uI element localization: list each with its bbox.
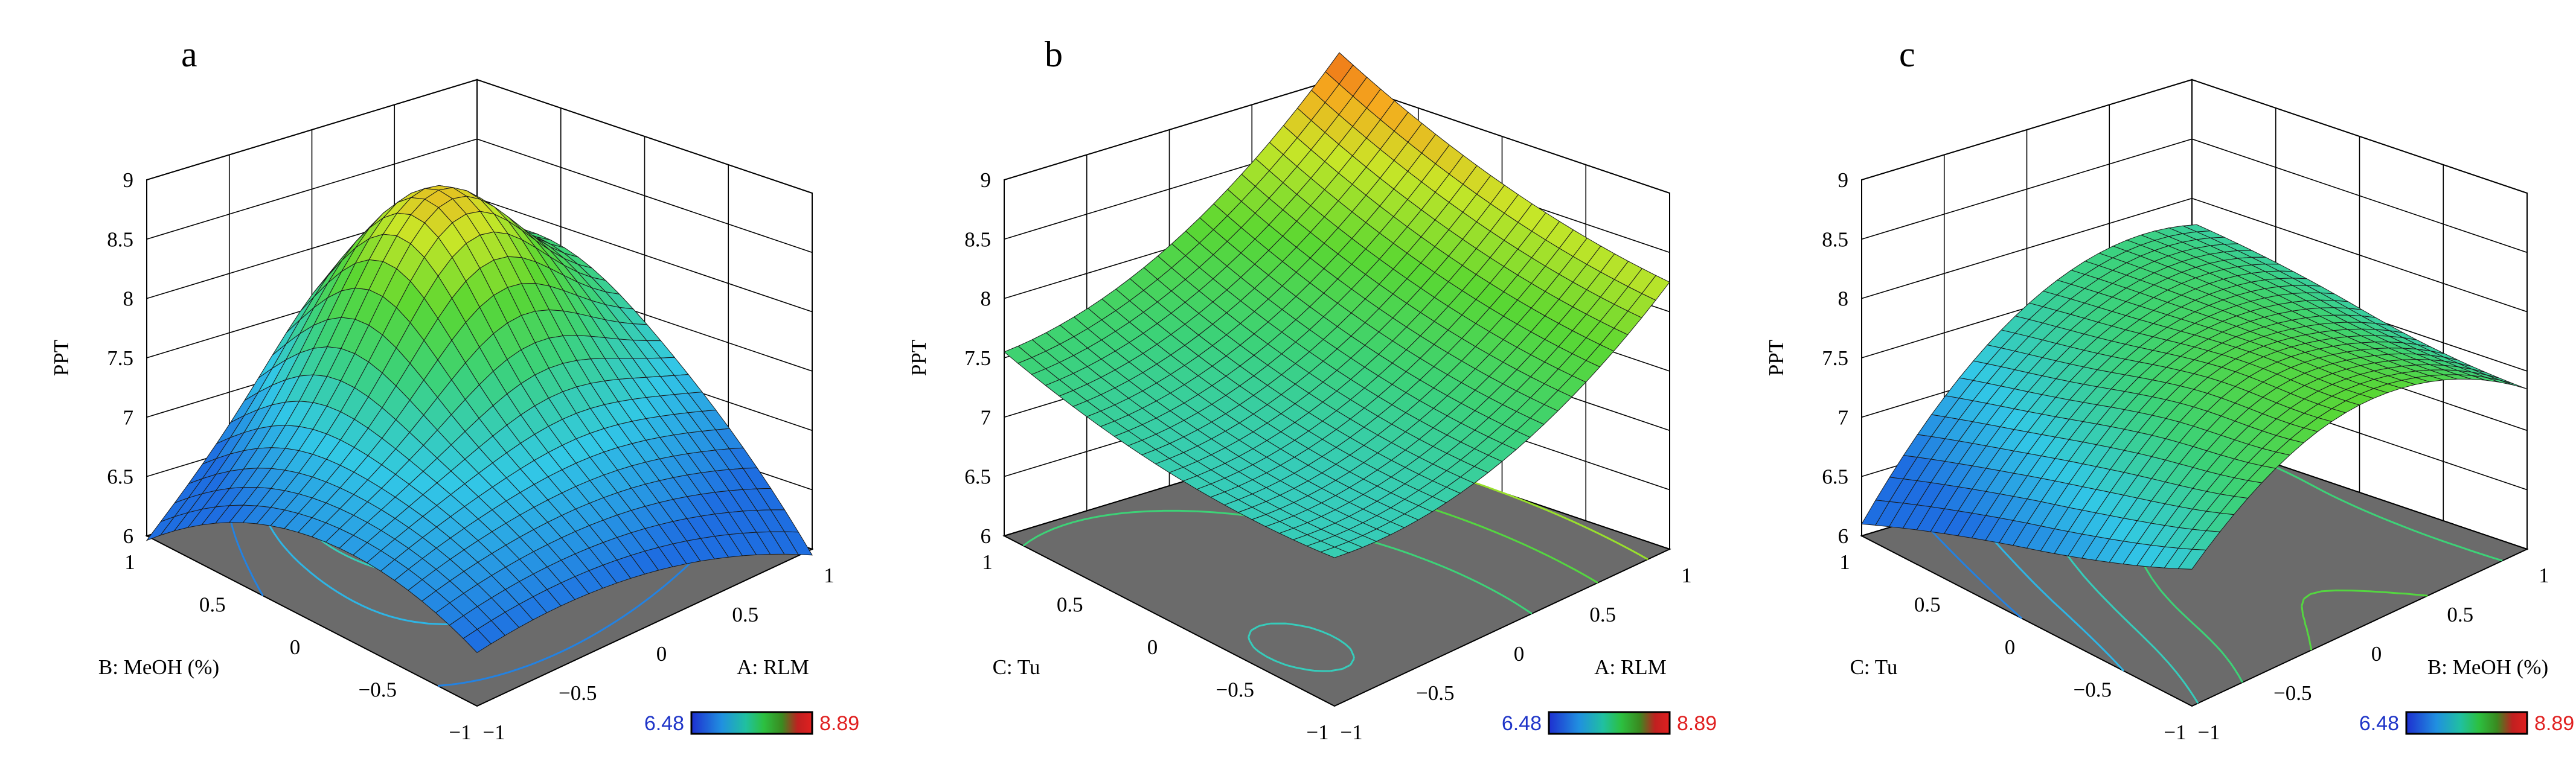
y-tick-label: 0 bbox=[290, 635, 301, 659]
y-tick-label: 1 bbox=[124, 550, 135, 574]
z-tick-label: 9 bbox=[1838, 168, 1849, 192]
x-tick-label: 1 bbox=[824, 564, 835, 587]
x-tick-label: 1 bbox=[2539, 564, 2549, 587]
response-surface bbox=[1861, 224, 2528, 570]
z-tick-label: 9 bbox=[981, 168, 992, 192]
z-tick-label: 7.5 bbox=[1822, 346, 1848, 370]
x-tick-label: −1 bbox=[2197, 721, 2220, 744]
z-tick-label: 7 bbox=[123, 406, 134, 429]
surface-patch bbox=[2177, 549, 2207, 570]
y-tick-label: −1 bbox=[1306, 721, 1328, 744]
surface-patch bbox=[463, 629, 492, 654]
z-tick-label: 6 bbox=[123, 524, 134, 548]
z-tick-label: 6.5 bbox=[964, 465, 991, 489]
x-tick-label: 0 bbox=[1514, 642, 1525, 666]
x-tick-label: 0.5 bbox=[732, 603, 758, 626]
panel-letter: c bbox=[1899, 34, 1915, 74]
colorbar-min-label: 6.48 bbox=[1502, 712, 1542, 735]
z-gridline bbox=[1861, 197, 2528, 313]
y-tick-label: −0.5 bbox=[1216, 678, 1255, 702]
y-axis-label: C: Tu bbox=[993, 655, 1040, 679]
panel-a: 6 6.5 7 7.5 8 8.5 9 PPT −1 −0.5 0 0.5 1 −1 −0.5 0 0.5 1 B:… bbox=[50, 34, 859, 744]
colorbar: 6.48 8.89 bbox=[2359, 711, 2574, 735]
y-axis-label: B: MeOH (%) bbox=[98, 655, 219, 679]
y-tick-label: −0.5 bbox=[2074, 678, 2112, 702]
y-axis-label: C: Tu bbox=[1850, 655, 1898, 679]
colorbar: 6.48 8.89 bbox=[644, 711, 859, 735]
z-tick-label: 6 bbox=[981, 524, 992, 548]
y-tick-label: 0 bbox=[2005, 635, 2016, 659]
z-tick-label: 6.5 bbox=[107, 465, 133, 489]
response-surface bbox=[1004, 52, 1670, 558]
y-tick-label: 1 bbox=[982, 550, 993, 574]
z-tick-label: 7 bbox=[1838, 406, 1849, 429]
y-tick-label: −0.5 bbox=[359, 678, 397, 702]
x-axis-label: A: RLM bbox=[737, 655, 809, 679]
contour-line bbox=[1248, 622, 1355, 672]
z-tick-label: 6.5 bbox=[1822, 465, 1848, 489]
z-axis-label: PPT bbox=[50, 340, 73, 376]
z-tick-label: 8 bbox=[123, 287, 134, 311]
z-tick-label: 7.5 bbox=[964, 346, 991, 370]
x-tick-label: −0.5 bbox=[1416, 681, 1455, 705]
panel-c: 6 6.5 7 7.5 8 8.5 9 PPT −1 −0.5 0 0.5 1 −1 −0.5 0 0.5 1 C:… bbox=[1764, 34, 2574, 744]
x-tick-label: −1 bbox=[1340, 721, 1362, 744]
x-tick-label: −0.5 bbox=[2273, 681, 2312, 705]
x-tick-label: −0.5 bbox=[559, 681, 597, 705]
z-tick-label: 8.5 bbox=[1822, 228, 1848, 251]
x-axis-label: A: RLM bbox=[1594, 655, 1667, 679]
y-tick-label: −1 bbox=[449, 721, 471, 744]
y-tick-label: 0.5 bbox=[1914, 593, 1941, 617]
y-tick-label: −1 bbox=[2164, 721, 2186, 744]
z-gridline bbox=[1861, 79, 2528, 194]
x-tick-label: −1 bbox=[482, 721, 505, 744]
x-tick-label: 0.5 bbox=[2447, 603, 2473, 626]
x-tick-label: 0.5 bbox=[1589, 603, 1616, 626]
y-tick-label: 0.5 bbox=[1057, 593, 1083, 617]
colorbar-max-label: 8.89 bbox=[2534, 712, 2574, 735]
z-tick-label: 8 bbox=[1838, 287, 1849, 311]
z-tick-label: 7.5 bbox=[107, 346, 133, 370]
z-tick-label: 8.5 bbox=[107, 228, 133, 251]
colorbar-max-label: 8.89 bbox=[1677, 712, 1717, 735]
colorbar-min-label: 6.48 bbox=[2359, 712, 2399, 735]
colorbar: 6.48 8.89 bbox=[1502, 711, 1717, 735]
z-gridline bbox=[1861, 138, 2528, 253]
z-tick-label: 8 bbox=[981, 287, 992, 311]
x-axis-label: B: MeOH (%) bbox=[2427, 655, 2548, 679]
panel-b: 6 6.5 7 7.5 8 8.5 9 PPT −1 −0.5 0 0.5 1 −1 −0.5 0 0.5 1 C:… bbox=[907, 34, 1717, 744]
colorbar-max-label: 8.89 bbox=[819, 712, 859, 735]
x-tick-label: 0 bbox=[656, 642, 667, 666]
y-tick-label: 1 bbox=[1839, 550, 1850, 574]
surface-patch bbox=[1319, 547, 1350, 558]
x-tick-label: 0 bbox=[2371, 642, 2382, 666]
z-tick-label: 7 bbox=[981, 406, 992, 429]
colorbar-min-label: 6.48 bbox=[644, 712, 684, 735]
z-tick-label: 9 bbox=[123, 168, 134, 192]
contour-line bbox=[2301, 589, 2428, 651]
panel-letter: b bbox=[1045, 34, 1063, 74]
panel-letter: a bbox=[181, 34, 197, 74]
z-axis-label: PPT bbox=[1764, 340, 1788, 376]
z-axis-label: PPT bbox=[907, 340, 931, 376]
z-tick-label: 6 bbox=[1838, 524, 1849, 548]
z-gridline bbox=[146, 138, 813, 253]
x-tick-label: 1 bbox=[1681, 564, 1692, 587]
z-gridline bbox=[146, 79, 813, 194]
z-tick-label: 8.5 bbox=[964, 228, 991, 251]
y-tick-label: 0 bbox=[1147, 635, 1158, 659]
response-surface bbox=[146, 185, 813, 654]
y-tick-label: 0.5 bbox=[199, 593, 226, 617]
